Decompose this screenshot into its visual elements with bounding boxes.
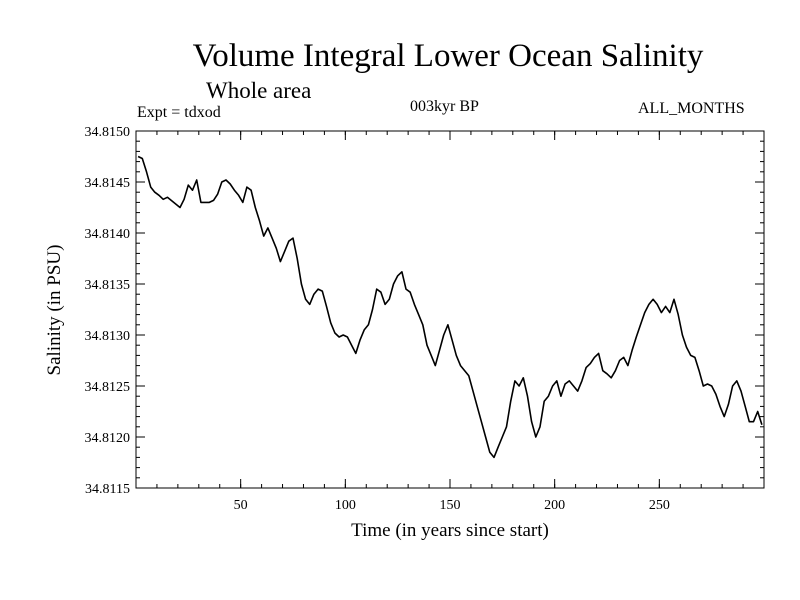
y-tick-label: 34.8140 <box>85 227 131 242</box>
months-label: ALL_MONTHS <box>638 100 745 117</box>
series-layer <box>137 155 763 459</box>
chart-subtitle: Whole area <box>206 78 312 103</box>
tick-labels-layer: 50 100 150 200 250 34.8115 34.8120 34.8125 34.81… <box>85 125 670 513</box>
y-axis-title: Salinity (in PSU) <box>44 245 65 376</box>
period-label: 003kyr BP <box>410 98 479 115</box>
y-tick-label: 34.8115 <box>85 482 130 497</box>
y-tick-label: 34.8145 <box>85 176 131 191</box>
y-tick-label: 34.8120 <box>85 431 131 446</box>
ticks-layer <box>136 130 764 489</box>
y-tick-label: 34.8130 <box>85 329 131 344</box>
x-tick-label: 50 <box>234 498 248 513</box>
y-tick-label: 34.8135 <box>85 278 131 293</box>
x-tick-label: 200 <box>544 498 565 513</box>
experiment-label: Expt = tdxod <box>137 104 221 121</box>
plot-frame <box>135 130 765 489</box>
x-tick-label: 250 <box>649 498 670 513</box>
series-line-salinity <box>137 155 763 459</box>
x-tick-label: 150 <box>440 498 461 513</box>
y-tick-label: 34.8125 <box>85 380 131 395</box>
x-axis-title: Time (in years since start) <box>351 520 549 541</box>
chart-title: Volume Integral Lower Ocean Salinity <box>192 38 704 74</box>
y-tick-label: 34.8150 <box>85 125 131 140</box>
x-tick-label: 100 <box>335 498 356 513</box>
